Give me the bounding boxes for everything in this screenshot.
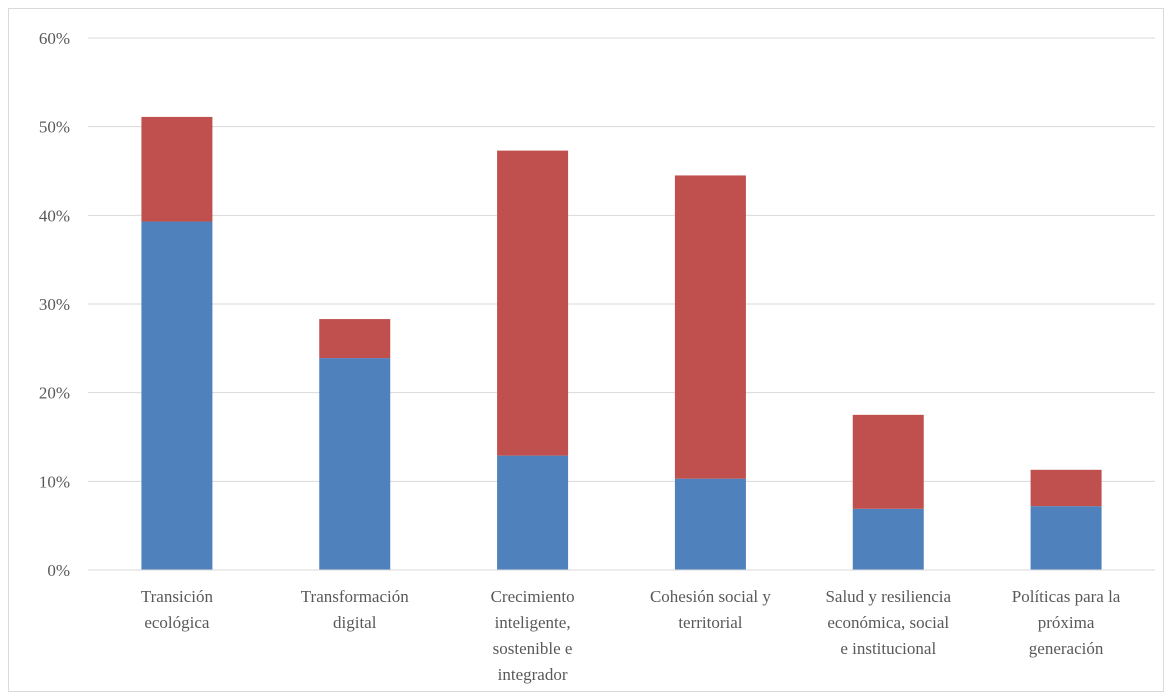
bar-series-1-5 (852, 508, 924, 570)
bar-series-2-5 (852, 414, 924, 509)
y-tick-label: 40% (39, 206, 70, 225)
y-tick-label: 50% (39, 118, 70, 137)
x-axis: Transición ecológica Transformación digital… (141, 587, 1121, 684)
x-category-label: Salud y resiliencia económica, social e in… (825, 587, 951, 658)
bar-series-2-3 (497, 150, 569, 456)
bar-series-1-2 (319, 358, 391, 570)
x-category-label: Transformación digital (301, 587, 409, 632)
x-category-label-line: sostenible e (493, 639, 573, 658)
x-category-label-line: Cohesión social y (650, 587, 771, 606)
y-tick-label: 20% (39, 384, 70, 403)
x-category-label: Transición ecológica (141, 587, 214, 632)
y-tick-label: 0% (47, 561, 70, 580)
bar-series-1-1 (141, 221, 213, 571)
bars (141, 116, 1102, 571)
x-category-label-line: Políticas para la (1012, 587, 1121, 606)
y-axis: 0% 10% 20% 30% 40% 50% 60% (39, 29, 70, 580)
x-category-label-line: e institucional (840, 639, 936, 658)
bar-series-2-2 (319, 319, 391, 359)
x-category-label-line: próxima (1038, 613, 1095, 632)
x-category-label-line: ecológica (144, 613, 210, 632)
x-category-label: Cohesión social y territorial (650, 587, 771, 632)
bar-series-2-1 (141, 116, 213, 222)
y-tick-label: 60% (39, 29, 70, 48)
x-category-label: Crecimiento inteligente, sostenible e integ… (491, 587, 575, 684)
x-category-label-line: territorial (678, 613, 742, 632)
x-category-label-line: Salud y resiliencia (825, 587, 951, 606)
bar-series-2-4 (674, 175, 746, 479)
x-category-label-line: inteligente, (495, 613, 571, 632)
x-category-label-line: integrador (498, 665, 568, 684)
x-category-label-line: Transformación (301, 587, 409, 606)
bar-series-1-6 (1030, 506, 1102, 570)
x-category-label-line: Crecimiento (491, 587, 575, 606)
y-tick-label: 30% (39, 295, 70, 314)
bar-series-1-4 (674, 478, 746, 570)
gridlines (88, 37, 1155, 482)
x-category-label-line: económica, social (827, 613, 949, 632)
y-tick-label: 10% (39, 472, 70, 491)
bar-series-2-6 (1030, 469, 1102, 507)
x-category-label-line: generación (1029, 639, 1104, 658)
x-category-label: Políticas para la próxima generación (1012, 587, 1121, 658)
x-category-label-line: digital (333, 613, 377, 632)
x-category-label-line: Transición (141, 587, 214, 606)
bar-series-1-3 (497, 455, 569, 570)
